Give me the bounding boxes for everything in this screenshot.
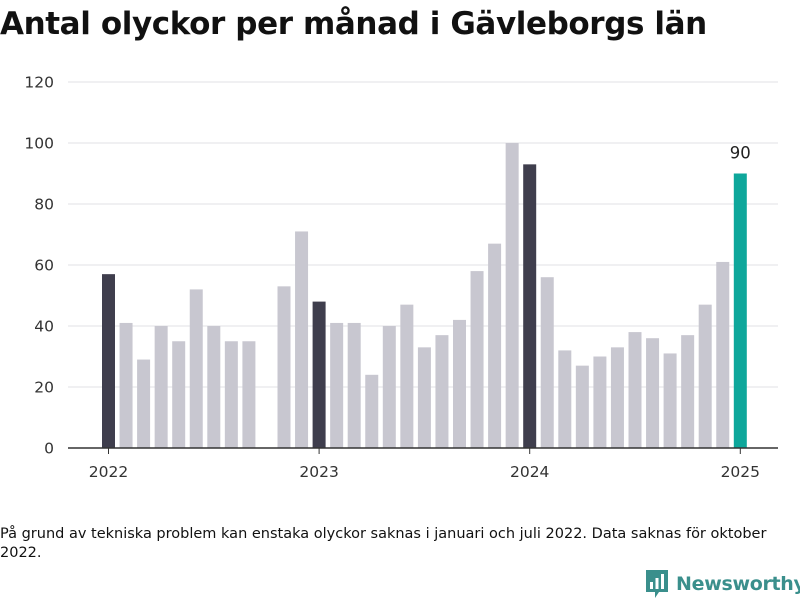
bar-2023-04	[365, 374, 379, 448]
bar-2023-02	[330, 322, 344, 448]
bar-2023-11	[488, 243, 502, 448]
x-tick-label: 2023	[299, 463, 338, 481]
bars	[102, 143, 747, 448]
bar-2024-07	[628, 332, 642, 448]
bar-2023-07	[417, 347, 431, 448]
x-tick-label: 2022	[89, 463, 128, 481]
bar-2025-01	[733, 173, 747, 448]
bar-2023-08	[435, 335, 449, 448]
tick-labels: 0 20 40 60 80 100 120 90 2022 2023 2024 2025	[24, 74, 760, 482]
y-tick-label: 40	[34, 318, 54, 336]
bar-2024-12	[716, 261, 730, 448]
bar-2023-06	[400, 304, 414, 448]
y-tick-label: 80	[34, 196, 54, 214]
x-tick-label: 2025	[721, 463, 760, 481]
bar-2022-07	[207, 326, 221, 448]
y-tick-label: 20	[34, 379, 54, 397]
bar-2022-08	[224, 341, 238, 448]
bar-2024-01	[523, 164, 537, 448]
brand: Newsworthy	[644, 568, 800, 600]
bar-2024-10	[681, 335, 695, 448]
y-tick-label: 60	[34, 257, 54, 275]
bar-2022-09	[242, 341, 256, 448]
bar-2024-08	[646, 338, 660, 448]
bar-2024-04	[575, 365, 589, 448]
bar-2022-11	[277, 286, 291, 448]
bar-2024-05	[593, 356, 607, 448]
footnote: På grund av tekniska problem kan enstaka…	[0, 526, 767, 561]
chart-title: Antal olyckor per månad i Gävleborgs län	[0, 6, 707, 42]
newsworthy-logo-icon	[646, 570, 668, 598]
bar-2022-06	[189, 289, 203, 448]
bar-2022-05	[172, 341, 186, 448]
bar-2024-02	[540, 277, 554, 448]
y-tick-label: 120	[24, 74, 54, 92]
bar-2023-12	[505, 143, 519, 448]
bar-2024-06	[610, 347, 624, 448]
bar-2024-03	[558, 350, 572, 448]
bar-2022-03	[137, 359, 151, 448]
bar-2024-09	[663, 353, 677, 448]
y-tick-label: 0	[44, 440, 54, 458]
bar-2022-02	[119, 322, 133, 448]
bar-2023-01	[312, 301, 326, 448]
bar-2024-11	[698, 304, 712, 448]
y-tick-label: 100	[24, 135, 54, 153]
bar-2023-05	[382, 326, 396, 448]
gridlines	[68, 81, 778, 388]
x-axis	[68, 447, 778, 454]
bar-2023-03	[347, 322, 361, 448]
bar-2022-04	[154, 326, 168, 448]
bar-2023-09	[453, 319, 466, 448]
data-label-latest: 90	[730, 144, 751, 163]
bar-2023-10	[470, 271, 484, 448]
x-tick-label: 2024	[510, 463, 549, 481]
brand-name: Newsworthy	[676, 573, 800, 595]
bar-2022-12	[295, 231, 309, 448]
bar-2022-01	[102, 274, 115, 448]
